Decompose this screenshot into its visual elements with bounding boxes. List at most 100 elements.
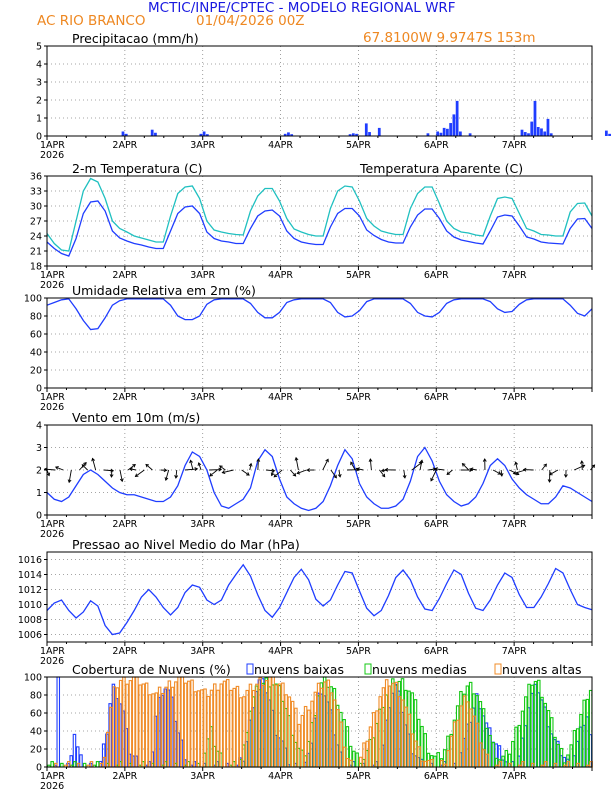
wind-vector [369,459,372,471]
y-tick-label: 18 [30,262,42,273]
cloud-bar-2 [238,697,243,768]
x-tick-label: 5APR [346,140,371,151]
y-tick-label: 80 [30,312,42,323]
wind-vector [271,469,275,476]
precip-bar [604,130,608,136]
precip-bar [608,133,611,136]
cloud-bar-1 [504,750,509,768]
wind-arrowhead [256,458,261,462]
x-tick-label: 3APR [190,392,215,403]
x-tick-label: 6APR [424,519,449,530]
precip-bar [520,129,524,136]
precip-bar [452,114,456,136]
wind-vector [430,469,437,481]
x-tick-label: 4APR [268,140,293,151]
y-tick-label: 21 [30,247,42,258]
cloud-bar-1 [543,702,548,768]
wind-vector [219,465,226,471]
x-tick-label: 7APR [502,140,527,151]
wind-vector [289,469,296,477]
wind-arrowhead [292,472,297,477]
wind-arrowhead [174,475,179,479]
x-tick-label: 3APR [190,519,215,530]
y-tick-label: 1006 [18,630,42,641]
x-tick-label: 7APR [502,646,527,657]
header-title: MCTIC/INPE/CPTEC - MODELO REGIONAL WRF [148,0,456,16]
wind-arrowhead [221,470,226,475]
wind-arrowhead [128,467,133,472]
cloud-bar-1 [569,744,573,768]
cloud-bar-1 [60,762,64,768]
panel-2: 18 21 24 27 30 33 36 1APR 2APR 3APR 4APR 5APR 6APR 7A… [30,161,593,291]
precip-bar [287,132,290,136]
precip-bar [546,118,550,136]
y-tick-label: 0 [36,132,42,143]
cloud-bar-2 [290,700,295,768]
y-tick-label: 60 [30,330,42,341]
cloud-bar-2 [206,695,211,768]
y-tick-label: 1010 [18,600,42,611]
precip-bar [364,123,368,136]
series-line-0 [46,446,593,512]
series-line-0 [46,298,593,331]
wind-vector [209,469,218,477]
wind-arrowhead [132,463,136,468]
x-tick-label: 4APR [268,519,293,530]
cloud-bar-2 [135,676,139,768]
precip-bar [368,132,371,136]
wind-arrowhead [434,467,438,471]
x-tick-label: 7APR [502,392,527,403]
legend-2: nuvens altas [502,662,582,677]
precip-bar [121,131,125,136]
legend-swatch [494,663,502,675]
cloud-bar-2 [235,685,240,768]
precip-bar [530,121,534,136]
wind-vector [129,468,137,471]
wind-vector [273,469,283,478]
wind-vector [338,469,341,477]
cloud-bar-2 [138,684,142,768]
wind-arrowhead [306,468,310,472]
cloud-bar-2 [371,712,376,768]
panel-1: 0 1 2 3 4 5 1APR 2APR 3APR 4APR 5APR 6APR 7APR 2026 Pr… [36,31,611,161]
wind-arrowhead [164,477,169,481]
y-tick-label: 24 [30,232,42,243]
precip-bar [150,129,154,136]
wind-arrowhead [482,458,487,462]
series-line-0 [46,563,593,636]
cloud-bar-2 [216,689,220,768]
precip-bar [154,132,157,136]
cloud-bar-1 [575,728,580,768]
x-tick-label: 4APR [268,392,293,403]
panel-title: Precipitacao (mm/h) [72,31,199,46]
wind-arrowhead [469,467,474,472]
cloud-bar-1 [95,761,100,768]
cloud-bar-1 [572,729,577,768]
cloud-bar-2 [453,721,457,768]
wind-vector [296,469,307,474]
x-tick-label: 3APR [190,140,215,151]
precip-bar [355,133,358,136]
cloud-bar-2 [209,689,214,768]
precip-bar [449,123,453,136]
precip-bar [439,132,443,136]
x-tick-label: 5APR [346,646,371,657]
precip-bar [290,134,294,136]
wind-vector [184,468,198,471]
wind-vector [470,468,477,471]
wind-vector [492,469,501,475]
precip-bar [527,133,530,136]
cloud-bar-2 [300,714,305,768]
panel-5: 1006 1008 1010 1012 1014 1016 1APR 2APR 3APR 4APR… [18,537,593,667]
wind-arrowhead [350,461,354,466]
wind-vector [446,469,453,475]
legend-apparent-temperature: Temperatura Aparente (C) [359,161,523,176]
wind-vector [428,468,436,471]
panel-title: 2-m Temperatura (C) [72,161,203,176]
panel-title: Cobertura de Nuvens (%) [72,662,231,677]
precip-bar [540,128,543,136]
wind-vector [356,468,364,471]
y-tick-label: 0 [36,763,42,774]
wind-arrowhead [512,471,517,475]
